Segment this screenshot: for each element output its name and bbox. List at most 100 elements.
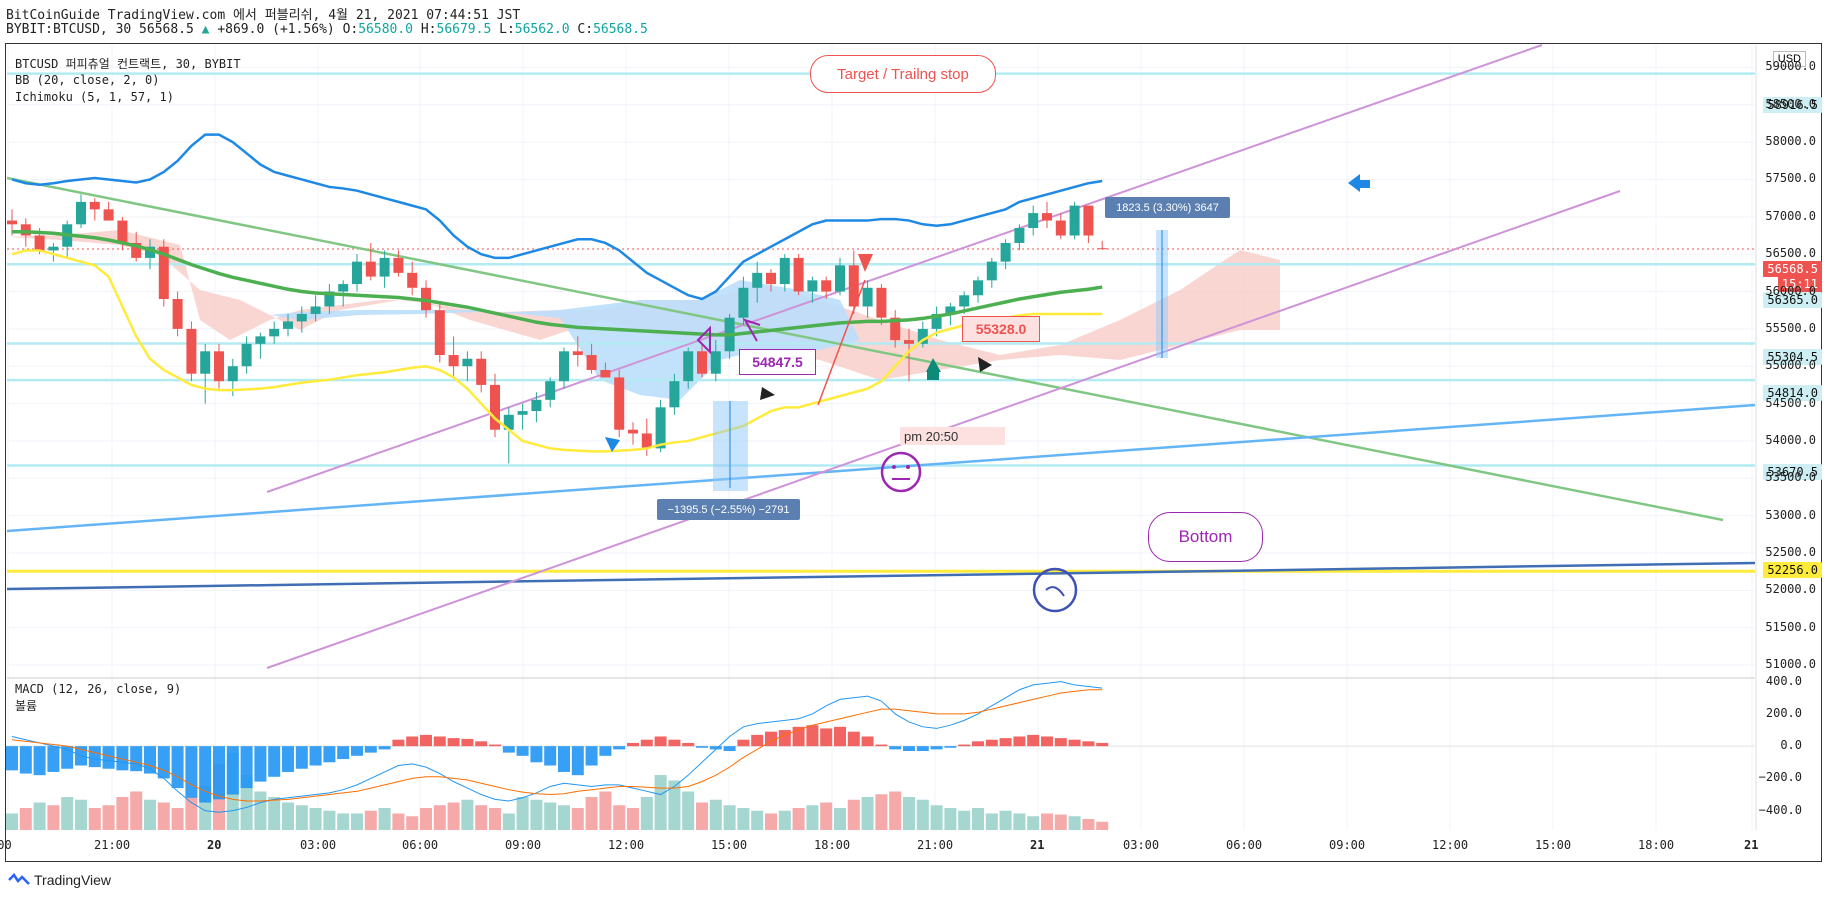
macd-histogram-bar (627, 742, 639, 747)
y-tick-label: 53000.0 (1765, 507, 1816, 522)
candle-body (407, 272, 418, 288)
price-tag: 56568.5 (1763, 261, 1822, 277)
volume-bar (585, 797, 598, 830)
macd-histogram-bar (558, 746, 570, 772)
macd-histogram-bar (820, 728, 833, 747)
volume-bar (654, 775, 667, 830)
price-tag: 54814.0 (1763, 385, 1822, 401)
price-tag: 53670.5 (1763, 464, 1822, 480)
macd-histogram-bar (585, 746, 598, 766)
volume-bar (254, 791, 267, 830)
candle-body (476, 358, 487, 385)
tradingview-logo-icon (8, 873, 30, 885)
macd-histogram-bar (709, 746, 722, 750)
macd-tick-label: −400.0 (1758, 802, 1802, 817)
macd-histogram-bar (599, 746, 612, 756)
volume-bar (737, 808, 750, 830)
macd-histogram-bar (792, 726, 805, 747)
macd-histogram-bar (999, 738, 1012, 747)
candle-body (945, 306, 956, 314)
volume-bar (130, 791, 143, 830)
y-tick-label: 57000.0 (1765, 208, 1816, 223)
macd-histogram-bar (461, 738, 474, 747)
x-tick-label: 15:00 (711, 838, 748, 852)
bb-middle-line (12, 230, 1103, 337)
macd-histogram-bar (185, 746, 198, 798)
legend-bb: BB (20, close, 2, 0) (15, 73, 160, 87)
volume-bar (903, 797, 915, 830)
measure-up-label: 1823.5 (3.30%) 3647 (1105, 197, 1230, 218)
candle-body (890, 317, 901, 341)
candle-body (545, 381, 556, 400)
volume-bar (171, 808, 184, 830)
macd-histogram-bar (475, 741, 488, 747)
candle-body (697, 351, 707, 374)
macd-histogram-bar (268, 746, 281, 777)
macd-histogram-bar (958, 744, 971, 747)
candle-body (683, 351, 694, 382)
price-label-55328: 55328.0 (962, 316, 1040, 342)
x-tick-label: 03:00 (300, 838, 337, 852)
volume-bar (6, 813, 18, 830)
macd-histogram-bar (226, 746, 239, 795)
candle-body (793, 257, 804, 292)
volume-bar (1068, 816, 1081, 830)
macd-histogram-bar (282, 746, 294, 772)
volume-bar (392, 813, 405, 830)
y-tick-label: 52000.0 (1765, 582, 1816, 597)
macd-histogram-bar (19, 746, 32, 774)
ichimoku-cloud-bear (270, 280, 860, 400)
macd-histogram-bar (972, 741, 984, 747)
candle-body (614, 377, 625, 430)
candle-body (324, 291, 335, 307)
candle-body (379, 257, 390, 277)
candle-body (296, 313, 307, 322)
up-arrow-icon (926, 358, 941, 372)
candle-body (1097, 248, 1108, 250)
volume-bar (1082, 819, 1095, 830)
volume-bar (985, 813, 998, 830)
candle-body (1055, 220, 1066, 236)
candle-body (1028, 213, 1039, 229)
chart-frame[interactable] (5, 43, 1822, 862)
macd-histogram-bar (1096, 742, 1109, 747)
volume-bar (765, 813, 777, 830)
volume-bar (640, 797, 653, 830)
macd-histogram-bar (6, 746, 18, 771)
candle-body (710, 351, 721, 374)
candle-body (904, 340, 914, 344)
volume-bar (916, 799, 929, 830)
y-tick-label: 57500.0 (1765, 171, 1816, 186)
up-arrow-stem (927, 372, 939, 380)
candle-body (20, 224, 31, 236)
y-tick-label: 58000.0 (1765, 134, 1816, 149)
volume-bar (157, 802, 170, 830)
macd-histogram-bar (61, 746, 74, 769)
support-trendline (6, 561, 1756, 591)
volume-bar (530, 799, 543, 830)
currency-button[interactable]: USD (1772, 51, 1806, 67)
volume-bar (516, 797, 529, 830)
macd-tick-label: 200.0 (1765, 705, 1802, 720)
candle-body (779, 257, 790, 285)
macd-histogram-bar (47, 746, 60, 772)
open-value: 56580.0 (358, 22, 414, 37)
candle-body (1083, 205, 1094, 236)
macd-histogram-bar (613, 746, 626, 750)
volume-bar (295, 805, 308, 830)
macd-histogram-bar (33, 746, 46, 776)
tradingview-footer[interactable]: TradingView (8, 872, 111, 888)
volume-bar (682, 791, 695, 830)
macd-histogram-bar (834, 726, 846, 747)
face-eye (892, 465, 896, 469)
y-tick-label: 59000.0 (1765, 59, 1816, 74)
macd-histogram-bar (88, 746, 101, 768)
candle-body (973, 280, 983, 296)
macd-histogram-bar (351, 746, 363, 756)
macd-histogram-bar (102, 746, 115, 769)
macd-histogram-bar (875, 744, 888, 747)
candle-body (628, 429, 638, 434)
volume-bar (88, 808, 101, 830)
volume-bar (751, 810, 764, 830)
